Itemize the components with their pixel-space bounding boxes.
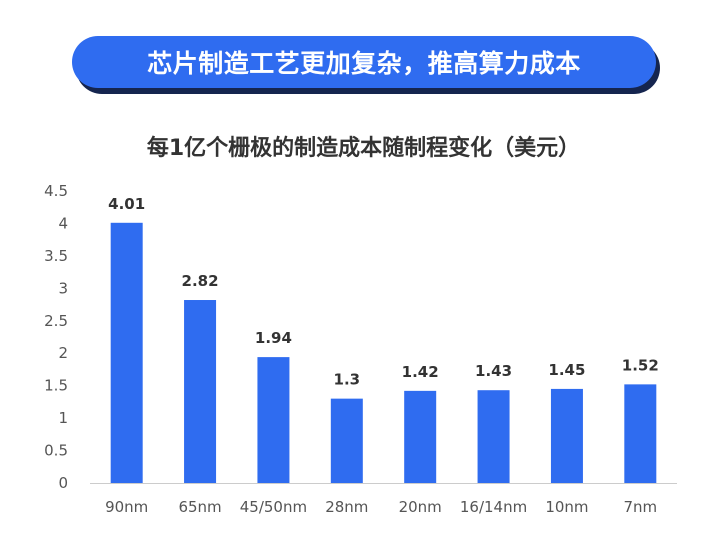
- bar: [257, 357, 290, 483]
- y-tick-label: 0: [58, 474, 68, 492]
- x-tick-label: 28nm: [325, 498, 368, 516]
- bar: [184, 300, 217, 483]
- x-tick-label: 45/50nm: [240, 498, 307, 516]
- y-tick-labels: 0 0.5 1 1.5 2 2.5 3 3.5 4 4.5: [44, 182, 68, 492]
- data-label: 1.42: [402, 363, 439, 381]
- bar: [404, 390, 437, 483]
- x-tick-label: 16/14nm: [460, 498, 527, 516]
- data-label: 1.52: [622, 356, 659, 374]
- y-tick-label: 1: [58, 409, 68, 427]
- x-tick-label: 7nm: [623, 498, 657, 516]
- y-tick-label: 4: [58, 214, 68, 232]
- data-label: 2.82: [182, 272, 219, 290]
- bar: [330, 398, 363, 483]
- data-label: 1.43: [475, 362, 512, 380]
- bar: [624, 384, 657, 483]
- data-label: 1.3: [334, 371, 361, 389]
- x-tick-labels: 90nm 65nm 45/50nm 28nm 20nm 16/14nm 10nm 7nm: [105, 498, 657, 516]
- bar: [550, 388, 583, 483]
- y-tick-label: 2: [58, 344, 68, 362]
- data-label: 1.94: [255, 329, 292, 347]
- x-tick-label: 10nm: [545, 498, 588, 516]
- y-tick-label: 3: [58, 279, 68, 297]
- bar: [110, 222, 143, 483]
- bars: [110, 222, 657, 483]
- banner-title: 芯片制造工艺更加复杂，推高算力成本: [72, 36, 656, 88]
- y-tick-label: 4.5: [44, 182, 68, 200]
- x-tick-label: 20nm: [399, 498, 442, 516]
- data-label: 1.45: [548, 361, 585, 379]
- y-tick-label: 1.5: [44, 377, 68, 395]
- chart-title: 每1亿个栅极的制造成本随制程变化（美元）: [146, 136, 581, 161]
- x-tick-label: 90nm: [105, 498, 148, 516]
- data-labels: 4.01 2.82 1.94 1.3 1.42 1.43 1.45 1.52: [108, 195, 659, 389]
- y-tick-label: 3.5: [44, 247, 68, 265]
- data-label: 4.01: [108, 195, 145, 213]
- y-tick-label: 0.5: [44, 442, 68, 460]
- x-tick-label: 65nm: [178, 498, 221, 516]
- y-tick-label: 2.5: [44, 312, 68, 330]
- bar: [477, 390, 510, 483]
